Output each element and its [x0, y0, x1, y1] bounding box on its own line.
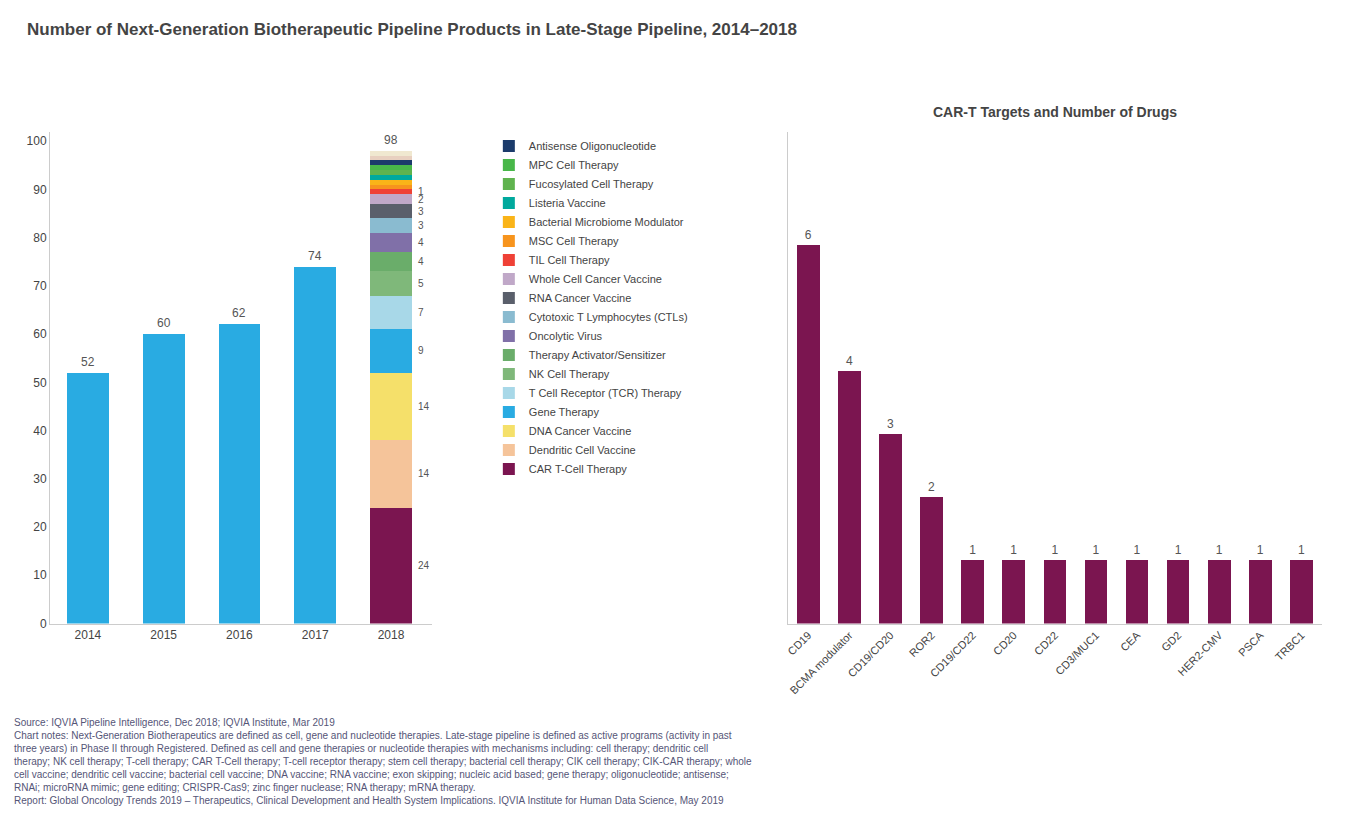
svg-text:6: 6 — [805, 228, 812, 242]
svg-text:CD20: CD20 — [991, 629, 1019, 657]
svg-text:50: 50 — [33, 376, 47, 390]
svg-text:70: 70 — [33, 279, 47, 293]
svg-text:0: 0 — [40, 617, 47, 631]
svg-text:30: 30 — [33, 472, 47, 486]
svg-text:GD2: GD2 — [1159, 629, 1183, 653]
svg-text:2016: 2016 — [226, 628, 253, 642]
svg-text:CD19/CD22: CD19/CD22 — [928, 629, 978, 679]
svg-text:2017: 2017 — [302, 628, 329, 642]
svg-text:14: 14 — [418, 468, 430, 479]
svg-text:Fucosylated Cell Therapy: Fucosylated Cell Therapy — [529, 178, 654, 190]
svg-text:Whole Cell Cancer Vaccine: Whole Cell Cancer Vaccine — [529, 273, 662, 285]
svg-text:80: 80 — [33, 231, 47, 245]
svg-text:1: 1 — [1092, 543, 1099, 557]
svg-text:7: 7 — [418, 307, 424, 318]
svg-text:1: 1 — [1134, 543, 1141, 557]
svg-text:TIL Cell Therapy: TIL Cell Therapy — [529, 254, 610, 266]
svg-text:14: 14 — [418, 401, 430, 412]
svg-text:100: 100 — [27, 134, 47, 148]
svg-text:74: 74 — [308, 249, 322, 263]
svg-text:T Cell Receptor (TCR) Therapy: T Cell Receptor (TCR) Therapy — [529, 387, 682, 399]
svg-text:1: 1 — [1257, 543, 1264, 557]
svg-text:2014: 2014 — [75, 628, 102, 642]
svg-text:3: 3 — [418, 206, 424, 217]
svg-text:24: 24 — [418, 560, 430, 571]
svg-text:PSCA: PSCA — [1236, 629, 1266, 659]
svg-text:TRBC1: TRBC1 — [1273, 629, 1307, 663]
svg-text:CAR-T Targets and Number of Dr: CAR-T Targets and Number of Drugs — [933, 104, 1177, 120]
svg-text:Oncolytic Virus: Oncolytic Virus — [529, 330, 603, 342]
svg-text:2018: 2018 — [378, 628, 405, 642]
svg-text:Dendritic Cell Vaccine: Dendritic Cell Vaccine — [529, 444, 636, 456]
svg-text:98: 98 — [384, 133, 398, 147]
svg-text:4: 4 — [846, 354, 853, 368]
svg-text:1: 1 — [969, 543, 976, 557]
svg-text:60: 60 — [157, 316, 171, 330]
svg-text:1: 1 — [1298, 543, 1305, 557]
svg-text:4: 4 — [418, 237, 424, 248]
svg-text:Source: IQVIA Pipeline Intelli: Source: IQVIA Pipeline Intelligence, Dec… — [14, 717, 752, 806]
svg-text:Bacterial Microbiome Modulator: Bacterial Microbiome Modulator — [529, 216, 684, 228]
svg-text:1: 1 — [1216, 543, 1223, 557]
svg-text:CD3/MUC1: CD3/MUC1 — [1053, 629, 1101, 677]
svg-text:62: 62 — [232, 306, 246, 320]
svg-text:Gene Therapy: Gene Therapy — [529, 406, 600, 418]
svg-text:4: 4 — [418, 256, 424, 267]
svg-text:1: 1 — [1051, 543, 1058, 557]
svg-text:RNA Cancer Vaccine: RNA Cancer Vaccine — [529, 292, 632, 304]
svg-text:3: 3 — [887, 417, 894, 431]
svg-text:9: 9 — [418, 345, 424, 356]
svg-text:10: 10 — [33, 568, 47, 582]
svg-text:NK Cell Therapy: NK Cell Therapy — [529, 368, 610, 380]
svg-text:1: 1 — [418, 186, 424, 197]
svg-text:90: 90 — [33, 183, 47, 197]
svg-text:HER2-CMV: HER2-CMV — [1175, 629, 1225, 679]
svg-text:2: 2 — [418, 194, 424, 205]
svg-text:CD19: CD19 — [785, 629, 813, 657]
svg-text:Listeria Vaccine: Listeria Vaccine — [529, 197, 606, 209]
svg-text:40: 40 — [33, 424, 47, 438]
svg-text:CAR T-Cell Therapy: CAR T-Cell Therapy — [529, 463, 628, 475]
svg-text:1: 1 — [1010, 543, 1017, 557]
svg-text:Therapy Activator/Sensitizer: Therapy Activator/Sensitizer — [529, 349, 666, 361]
svg-text:Cytotoxic T Lymphocytes (CTLs): Cytotoxic T Lymphocytes (CTLs) — [529, 311, 688, 323]
svg-text:CD22: CD22 — [1032, 629, 1060, 657]
svg-text:BCMA modulator: BCMA modulator — [787, 629, 855, 697]
svg-text:Antisense Oligonucleotide: Antisense Oligonucleotide — [529, 140, 656, 152]
svg-text:MPC Cell Therapy: MPC Cell Therapy — [529, 159, 619, 171]
svg-text:CEA: CEA — [1118, 629, 1143, 654]
svg-text:DNA Cancer Vaccine: DNA Cancer Vaccine — [529, 425, 632, 437]
svg-text:CD19/CD20: CD19/CD20 — [845, 629, 895, 679]
svg-text:MSC Cell Therapy: MSC Cell Therapy — [529, 235, 619, 247]
svg-text:3: 3 — [418, 220, 424, 231]
svg-text:20: 20 — [33, 520, 47, 534]
svg-text:60: 60 — [33, 327, 47, 341]
svg-text:52: 52 — [81, 355, 95, 369]
svg-text:ROR2: ROR2 — [907, 629, 937, 659]
svg-text:5: 5 — [418, 278, 424, 289]
svg-text:2015: 2015 — [150, 628, 177, 642]
svg-text:2: 2 — [928, 480, 935, 494]
svg-text:1: 1 — [1175, 543, 1182, 557]
svg-text:Number of Next-Generation Biot: Number of Next-Generation Biotherapeutic… — [27, 20, 797, 39]
